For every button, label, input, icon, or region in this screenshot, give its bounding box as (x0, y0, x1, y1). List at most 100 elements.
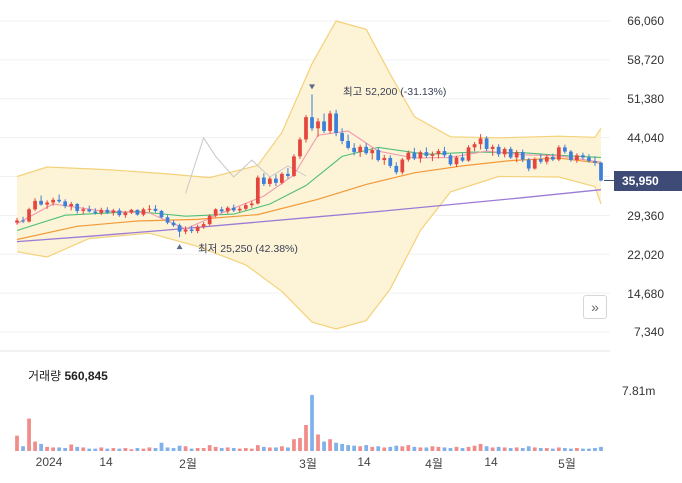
candle-body (177, 225, 182, 232)
candle-body (490, 146, 495, 149)
volume-bar (382, 447, 387, 451)
volume-bar (207, 445, 212, 451)
volume-bar (563, 448, 567, 451)
volume-bar (436, 446, 441, 451)
candle-body (243, 205, 248, 209)
volume-bar (556, 447, 561, 451)
candle-body (556, 147, 561, 160)
candle-body (117, 210, 122, 216)
current-price-badge: 35,950 (614, 171, 682, 191)
volume-bar (550, 448, 555, 451)
volume-bar (364, 445, 369, 451)
volume-bar (243, 448, 248, 451)
time-tick-label: 3월 (299, 457, 317, 471)
ma-long-line (16, 157, 602, 241)
candle-body (15, 220, 19, 223)
volume-bar (581, 448, 585, 451)
volume-bar (298, 438, 302, 451)
candle-body (322, 121, 326, 131)
candle-body (382, 157, 387, 161)
volume-bar (195, 448, 200, 451)
volume-bar (45, 446, 49, 451)
volume-bar (51, 447, 55, 451)
candle-body (93, 211, 98, 214)
volume-bar (520, 448, 525, 451)
volume-bar (177, 445, 182, 451)
volume-bar (358, 446, 363, 451)
volume-bar (430, 446, 435, 451)
candle-body (33, 200, 37, 210)
candle-body (538, 159, 543, 162)
candle-body (593, 161, 597, 163)
volume-series (15, 394, 603, 451)
volume-bar (304, 425, 308, 451)
time-tick-label: 2024 (35, 455, 63, 469)
volume-bar (117, 448, 122, 451)
double-chevron-right-icon: » (591, 299, 599, 315)
volume-bar (490, 447, 495, 451)
expand-chart-button[interactable]: » (583, 295, 607, 319)
candle-body (514, 152, 519, 158)
volume-bar (159, 442, 164, 451)
volume-bar (189, 448, 194, 451)
volume-bar (448, 448, 453, 451)
candlestick-series (15, 94, 603, 238)
candle-body (153, 208, 158, 211)
candle-body (502, 148, 507, 155)
volume-bar (316, 434, 320, 451)
candle-body (448, 155, 453, 165)
candle-body (21, 220, 25, 222)
volume-bar (87, 448, 92, 451)
time-tick-label: 14 (357, 455, 371, 469)
volume-bar (225, 447, 230, 451)
price-tick-label: 22,020 (627, 248, 664, 262)
candle-body (406, 152, 411, 160)
volume-bar (593, 448, 597, 451)
high-price-annotation: 최고 52,200 (-31.13%) (343, 86, 447, 98)
volume-bar (219, 448, 224, 451)
candle-body (370, 150, 375, 154)
candle-body (334, 113, 338, 134)
volume-bar (27, 418, 31, 451)
price-tick-label: 58,720 (627, 53, 664, 67)
candle-body (436, 151, 441, 155)
volume-bar (171, 448, 176, 451)
candle-body (207, 215, 212, 225)
price-tick-label: 66,060 (627, 14, 664, 28)
volume-bar (310, 394, 314, 451)
candle-body (478, 138, 483, 145)
volume-bar (514, 447, 519, 451)
candle-body (165, 217, 170, 223)
candle-body (454, 157, 459, 165)
candle-body (255, 177, 260, 204)
candle-body (111, 210, 116, 213)
candle-body (268, 178, 272, 184)
volume-bar (165, 447, 170, 451)
candle-body (346, 141, 350, 148)
annotation-markers (176, 84, 614, 250)
volume-bar (508, 448, 513, 451)
candle-body (526, 159, 531, 169)
time-tick-label: 14 (484, 455, 498, 469)
volume-bar (328, 439, 332, 451)
volume-bar (255, 445, 260, 451)
volume-bar (340, 443, 344, 451)
candle-body (340, 133, 344, 142)
volume-bar (69, 444, 74, 451)
candle-body (69, 204, 74, 207)
candle-body (189, 229, 194, 232)
volume-bar (466, 446, 471, 451)
volume-bar (135, 448, 140, 451)
volume-bar (129, 449, 134, 451)
volume-bar (418, 447, 423, 451)
candle-body (105, 209, 110, 213)
candle-body (310, 117, 314, 129)
candle-body (27, 209, 31, 222)
candle-body (418, 152, 423, 159)
volume-bar (63, 448, 68, 451)
candle-body (599, 162, 603, 181)
volume-bar (460, 448, 465, 451)
volume-bar (93, 448, 98, 451)
volume-bar (406, 445, 411, 451)
